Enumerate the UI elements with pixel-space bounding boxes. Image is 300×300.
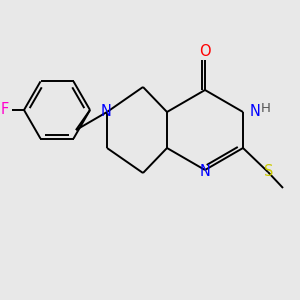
- Text: N: N: [250, 104, 261, 119]
- Text: H: H: [261, 103, 271, 116]
- Text: N: N: [200, 164, 210, 178]
- Text: F: F: [1, 103, 9, 118]
- Text: O: O: [199, 44, 211, 59]
- Text: N: N: [100, 104, 111, 119]
- Text: S: S: [264, 164, 274, 178]
